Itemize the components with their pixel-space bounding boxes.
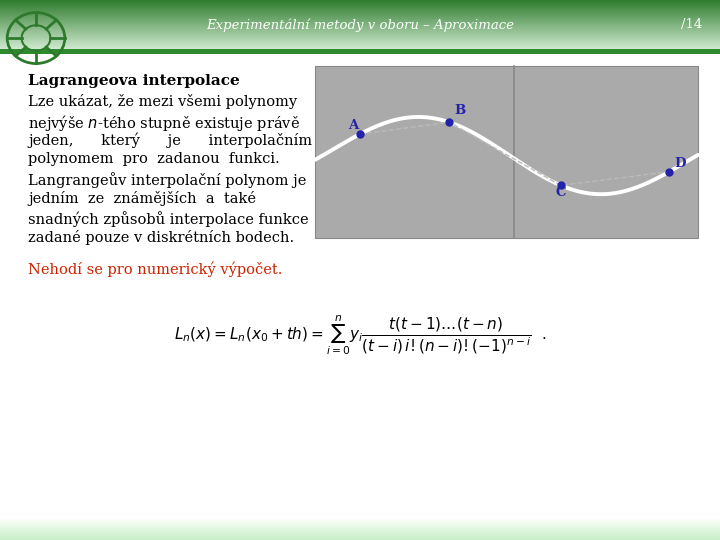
Text: A: A — [348, 119, 358, 132]
Bar — [0, 40, 720, 41]
Text: polynomem  pro  zadanou  funkci.: polynomem pro zadanou funkci. — [28, 152, 280, 166]
Bar — [0, 22, 720, 23]
Bar — [0, 3, 720, 4]
Bar — [0, 10, 720, 11]
Bar — [0, 4, 720, 5]
Bar — [0, 32, 720, 33]
Bar — [0, 18, 720, 19]
Bar — [0, 5, 720, 6]
Bar — [0, 43, 720, 44]
Bar — [0, 14, 720, 15]
Bar — [0, 2, 720, 3]
Text: Lze ukázat, že mezi všemi polynomy: Lze ukázat, že mezi všemi polynomy — [28, 94, 297, 109]
Text: B: B — [454, 104, 465, 117]
Text: C: C — [556, 186, 566, 199]
Bar — [0, 530, 720, 531]
Bar — [0, 41, 720, 42]
Bar — [0, 31, 720, 32]
Bar — [0, 25, 720, 26]
Bar — [0, 39, 720, 40]
Bar — [0, 36, 720, 37]
Bar — [0, 24, 720, 25]
Bar — [0, 536, 720, 537]
Bar — [0, 34, 720, 35]
Bar — [0, 534, 720, 535]
Bar — [315, 66, 698, 238]
Bar — [0, 522, 720, 523]
Bar — [0, 524, 720, 525]
Bar — [0, 37, 720, 38]
Bar — [0, 42, 720, 43]
Bar — [0, 20, 720, 21]
Text: /14: /14 — [680, 18, 702, 31]
Bar — [0, 520, 720, 521]
Bar — [0, 28, 720, 29]
Bar — [0, 44, 720, 45]
Text: snadných způsobů interpolace funkce: snadných způsobů interpolace funkce — [28, 211, 309, 227]
Text: Experimentální metody v oboru – Aproximace: Experimentální metody v oboru – Aproxima… — [206, 18, 514, 31]
Bar — [0, 47, 720, 48]
Bar — [0, 6, 720, 7]
Bar — [0, 29, 720, 30]
Bar — [0, 0, 720, 1]
Bar — [0, 523, 720, 524]
Bar — [0, 17, 720, 18]
Bar — [0, 7, 720, 8]
Bar — [0, 525, 720, 526]
Bar — [0, 537, 720, 538]
Bar — [0, 532, 720, 533]
Text: jeden,      který      je      interpolačním: jeden, který je interpolačním — [28, 133, 312, 149]
Text: D: D — [674, 157, 685, 170]
Bar — [0, 21, 720, 22]
Bar — [0, 529, 720, 530]
Bar — [0, 30, 720, 31]
Bar — [0, 15, 720, 16]
Bar — [0, 531, 720, 532]
Text: jedním  ze  známějších  a  také: jedním ze známějších a také — [28, 191, 256, 206]
Bar — [0, 538, 720, 539]
Bar — [0, 8, 720, 9]
Bar — [0, 11, 720, 12]
Bar — [0, 45, 720, 46]
Bar — [0, 528, 720, 529]
Bar — [0, 16, 720, 17]
Bar — [0, 33, 720, 34]
Bar — [0, 9, 720, 10]
Bar — [0, 23, 720, 24]
Text: Nehodí se pro numerický výpočet.: Nehodí se pro numerický výpočet. — [28, 262, 282, 277]
Bar — [0, 38, 720, 39]
Bar — [0, 26, 720, 28]
Bar — [0, 49, 720, 50]
Text: nejvýše $n$-tého stupně existuje právě: nejvýše $n$-tého stupně existuje právě — [28, 113, 300, 133]
Bar — [0, 527, 720, 528]
Bar — [0, 46, 720, 47]
Bar — [0, 1, 720, 2]
Bar — [0, 526, 720, 527]
Bar — [0, 539, 720, 540]
Text: Lagrangeova interpolace: Lagrangeova interpolace — [28, 74, 240, 88]
Text: zadané pouze v diskrétních bodech.: zadané pouze v diskrétních bodech. — [28, 230, 294, 245]
Bar — [0, 533, 720, 534]
Text: $L_n(x) = L_n(x_0 + th) = \sum_{i=0}^{n} y_i\dfrac{t(t-1)\ldots(t-n)}{(t-i)\,i!(: $L_n(x) = L_n(x_0 + th) = \sum_{i=0}^{n}… — [174, 314, 546, 357]
Bar — [0, 35, 720, 36]
Bar — [0, 48, 720, 49]
Bar — [0, 13, 720, 14]
Bar — [0, 519, 720, 520]
Bar — [0, 12, 720, 13]
Bar — [0, 535, 720, 536]
Text: Langrangeův interpolační polynom je: Langrangeův interpolační polynom je — [28, 172, 307, 188]
Bar — [0, 19, 720, 20]
Bar — [0, 521, 720, 522]
